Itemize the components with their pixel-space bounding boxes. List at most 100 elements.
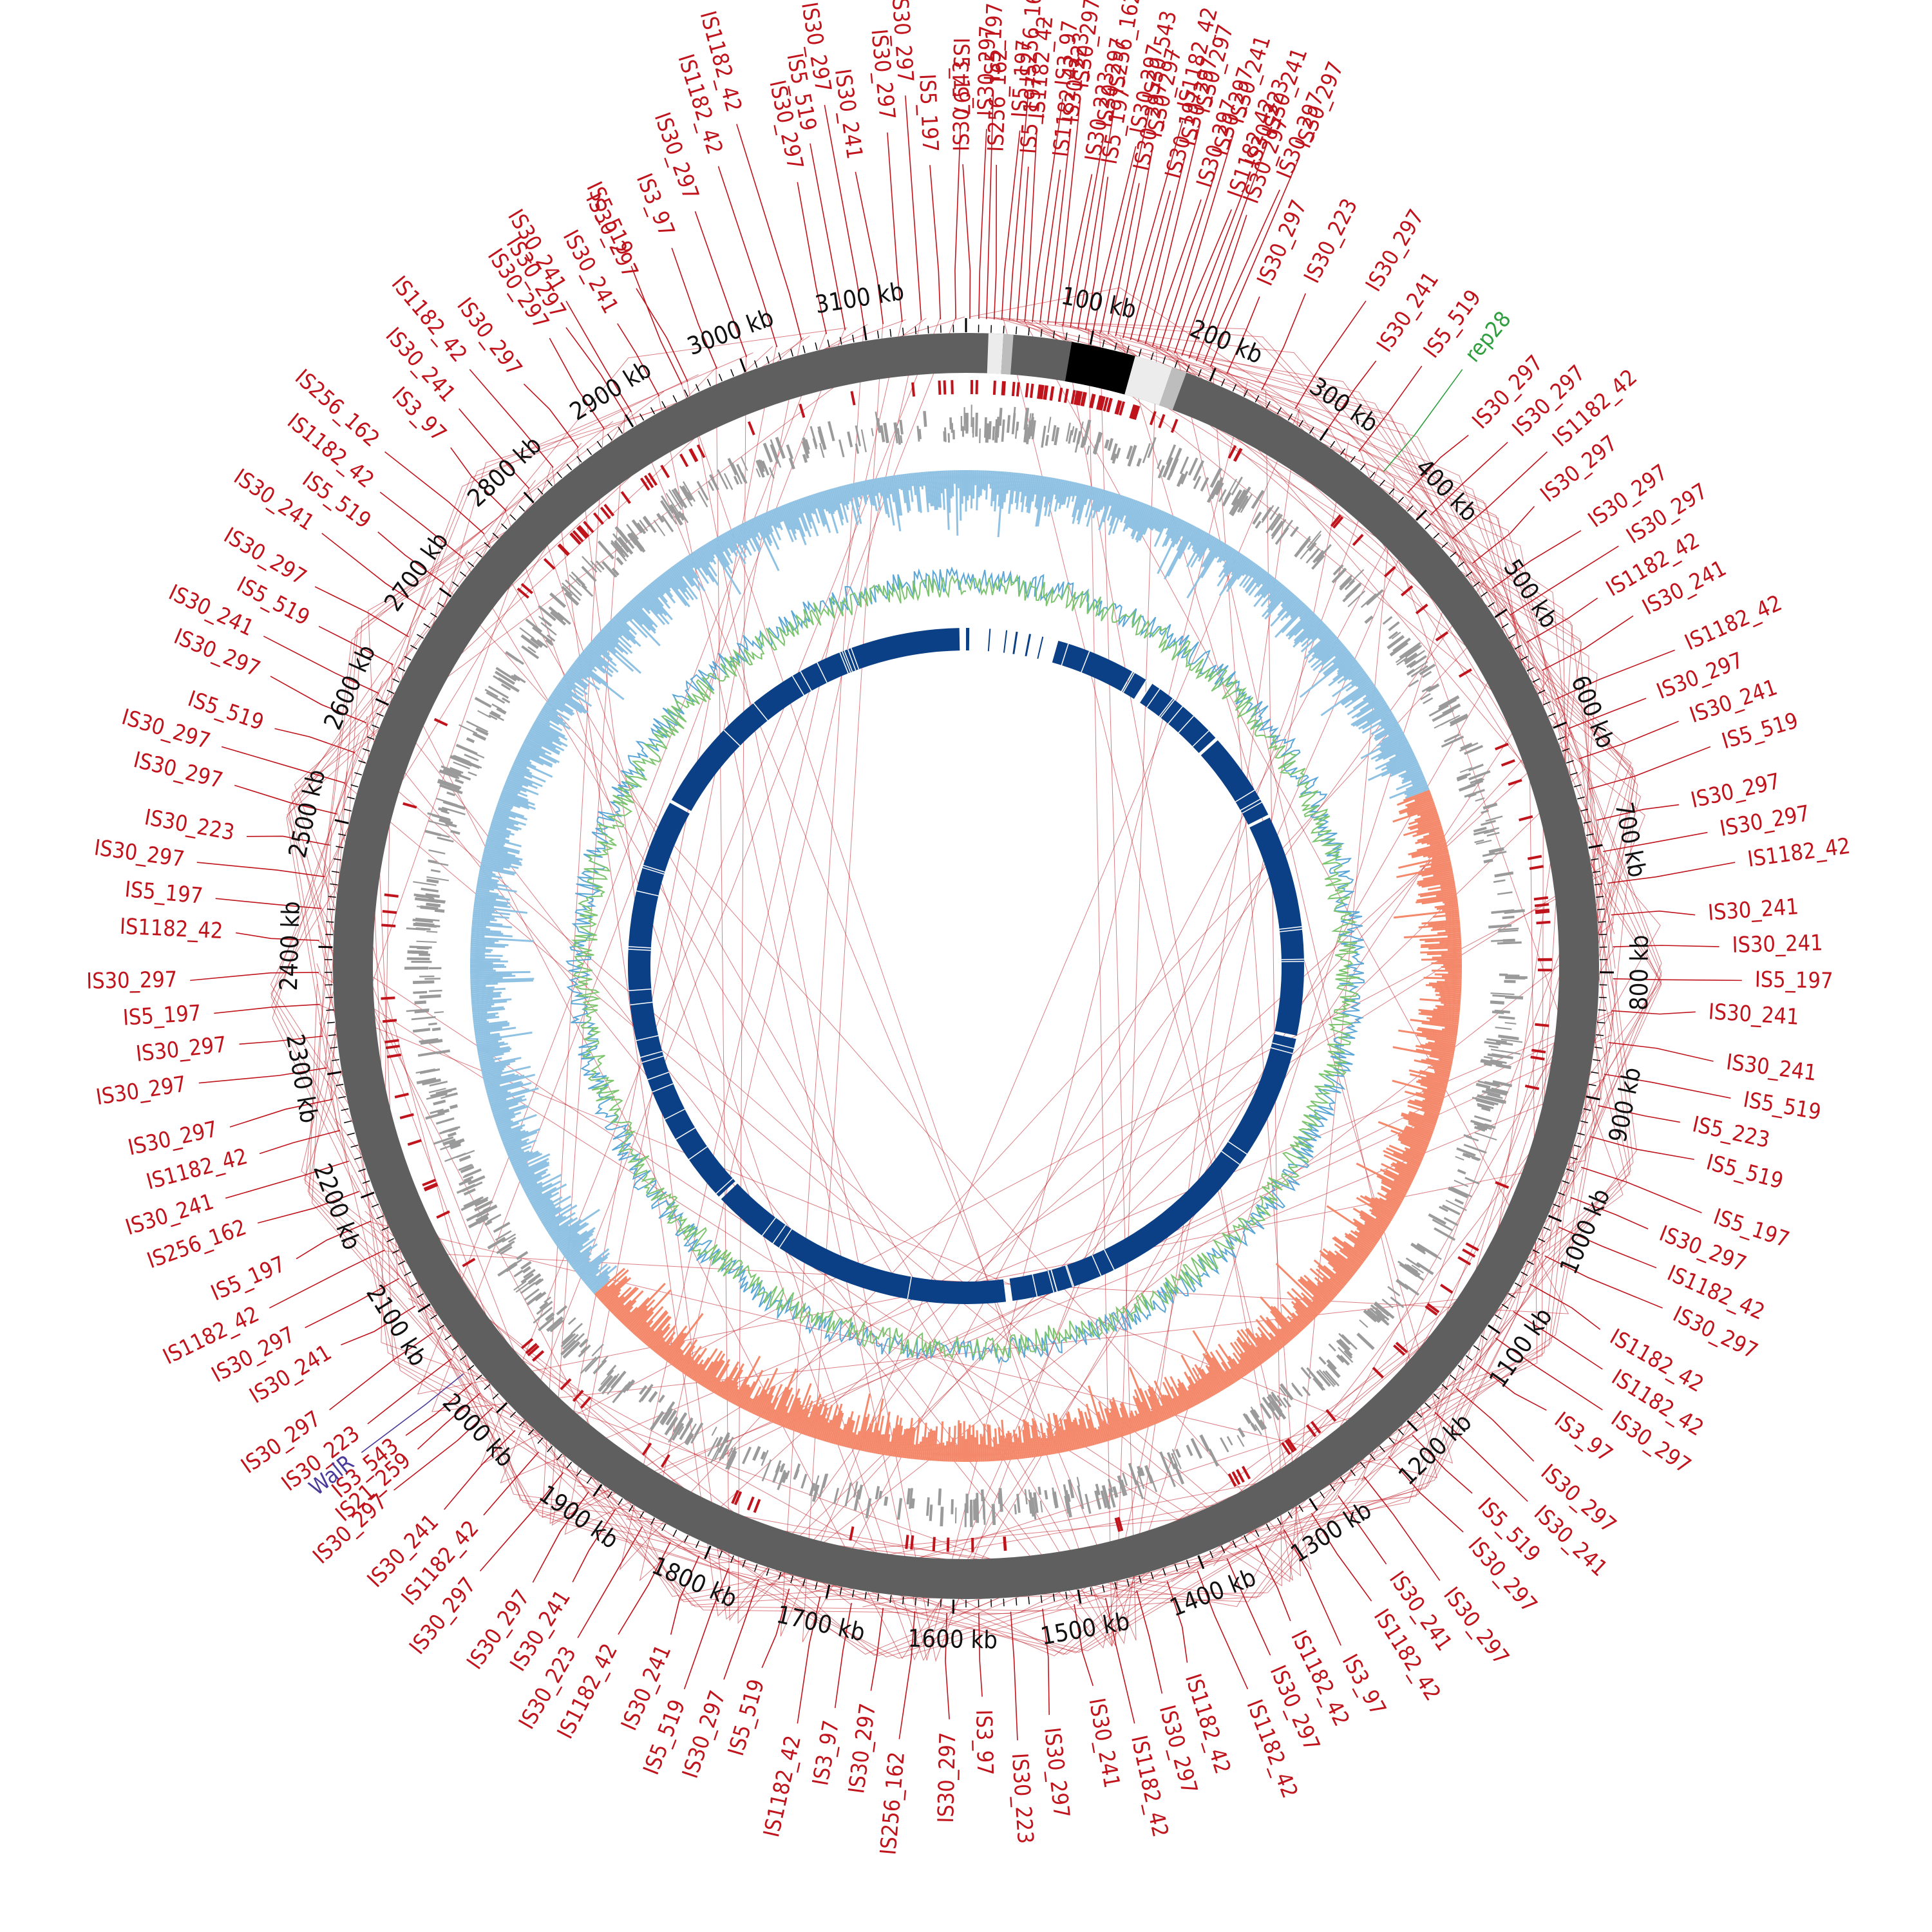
gc-skew-bar <box>1431 857 1450 864</box>
gc-skew-bar <box>1348 1233 1373 1251</box>
gene-mark <box>1231 489 1242 506</box>
gc-skew-bar <box>1052 1412 1063 1453</box>
gc-skew-bar <box>803 497 819 536</box>
gc-skew-bar <box>1088 1385 1106 1443</box>
gene-mark <box>1432 1218 1454 1232</box>
gc-skew-bar <box>1435 994 1461 998</box>
is-leader-line <box>797 182 828 334</box>
gc-skew-bar <box>1135 506 1153 543</box>
gc-skew-bar <box>752 517 780 571</box>
gc-skew-bar <box>1224 1370 1235 1385</box>
gene-mark <box>1443 733 1461 743</box>
gc-skew-bar <box>1426 1058 1453 1066</box>
is-element-mark <box>746 1496 755 1511</box>
gc-skew-bar <box>1416 1034 1457 1043</box>
gc-skew-bar <box>1294 613 1316 636</box>
gc-skew-bar <box>1303 1274 1333 1302</box>
is-leader-line <box>196 862 325 878</box>
gc-skew-bar <box>1421 919 1460 925</box>
gc-skew-bar <box>1334 1250 1359 1271</box>
gc-skew-bar <box>547 699 573 716</box>
gc-skew-bar <box>733 1356 761 1405</box>
gc-skew-bar <box>1350 702 1387 726</box>
gc-skew-bar <box>582 651 613 677</box>
gene-mark <box>1493 879 1506 883</box>
gc-skew-bar <box>1419 889 1457 898</box>
is-link-chord <box>1197 359 1603 838</box>
is-element-mark <box>1011 381 1016 397</box>
gene-mark <box>1467 780 1484 788</box>
gene-mark <box>1289 526 1300 538</box>
is-feature-label: IS30_241 <box>1707 894 1799 926</box>
gc-skew-bar <box>885 476 895 526</box>
gc-skew-bar <box>891 475 902 532</box>
gc-skew-bar <box>860 481 867 505</box>
gc-skew-bar <box>1260 1333 1277 1354</box>
is-link-chord <box>417 332 1586 1395</box>
gene-mark <box>468 771 477 777</box>
gene-mark <box>540 621 557 636</box>
is-leader-line <box>393 1407 493 1491</box>
gene-mark <box>1475 797 1485 802</box>
gc-skew-bar <box>688 1363 699 1378</box>
gc-skew-bar <box>680 1356 693 1372</box>
gene-mark <box>575 577 587 589</box>
ruler-minor-tick <box>328 1034 336 1036</box>
is-element-mark <box>1114 400 1121 415</box>
gc-skew-bar <box>1008 472 1014 514</box>
gc-skew-bar <box>485 842 520 853</box>
gene-mark <box>871 428 874 437</box>
gc-skew-bar <box>914 472 920 512</box>
gene-mark <box>495 670 515 685</box>
gc-skew-bar <box>628 601 656 632</box>
gc-skew-bar <box>856 482 862 500</box>
is-element-mark <box>527 1345 540 1357</box>
is-feature-label: IS5_197 <box>207 1251 289 1306</box>
gc-skew-bar <box>1327 1262 1350 1281</box>
gc-skew-bar <box>1021 473 1028 513</box>
ruler-minor-tick <box>492 1393 499 1399</box>
ruler-minor-tick <box>684 1535 688 1543</box>
gc-skew-bar <box>1162 1394 1174 1417</box>
gc-skew-bar <box>935 471 940 507</box>
gc-skew-bar <box>531 725 568 747</box>
gene-mark <box>459 1178 472 1186</box>
gene-mark <box>429 1039 443 1044</box>
gc-skew-bar <box>732 527 743 546</box>
gc-skew-bar <box>536 1203 554 1215</box>
gc-skew-bar <box>1336 657 1356 673</box>
is-leader-line <box>1596 804 1680 821</box>
is-leader-line <box>824 104 865 327</box>
gc-skew-bar <box>1393 1179 1410 1189</box>
gc-skew-bar <box>1435 988 1462 992</box>
gc-skew-bar <box>1188 1376 1204 1403</box>
backbone-segment <box>1065 341 1135 395</box>
ruler-minor-tick <box>1591 858 1599 861</box>
is-element-mark <box>1535 1023 1549 1027</box>
gc-skew-bar <box>1102 1421 1110 1441</box>
gc-skew-bar <box>574 660 625 701</box>
gc-skew-bar <box>611 1287 639 1314</box>
gc-skew-bar <box>708 1376 717 1391</box>
gene-mark <box>1126 445 1133 460</box>
gc-skew-bar <box>1369 1202 1394 1218</box>
ruler-kb-label: 800 kb <box>1625 934 1654 1010</box>
blast-gap-line <box>1159 698 1173 717</box>
gc-skew-bar <box>644 587 673 621</box>
gc-skew-bar <box>475 891 504 898</box>
gc-skew-bar <box>1444 901 1458 905</box>
gene-mark <box>1176 473 1185 487</box>
ruler-minor-tick <box>398 1260 406 1265</box>
gc-skew-bar <box>706 542 715 556</box>
gc-skew-bar <box>556 1232 578 1248</box>
blast-gap-line <box>647 1072 669 1081</box>
gc-skew-bar <box>1414 811 1438 822</box>
ruler-minor-tick <box>1526 1260 1534 1265</box>
is-leader-line <box>1544 1255 1663 1309</box>
gene-mark <box>1219 1437 1229 1453</box>
gene-mark <box>546 634 556 642</box>
is-element-mark <box>1332 516 1344 529</box>
is-element-mark <box>1077 391 1083 406</box>
gc-skew-bar <box>1181 522 1190 537</box>
gc-skew-bar <box>672 1341 692 1367</box>
